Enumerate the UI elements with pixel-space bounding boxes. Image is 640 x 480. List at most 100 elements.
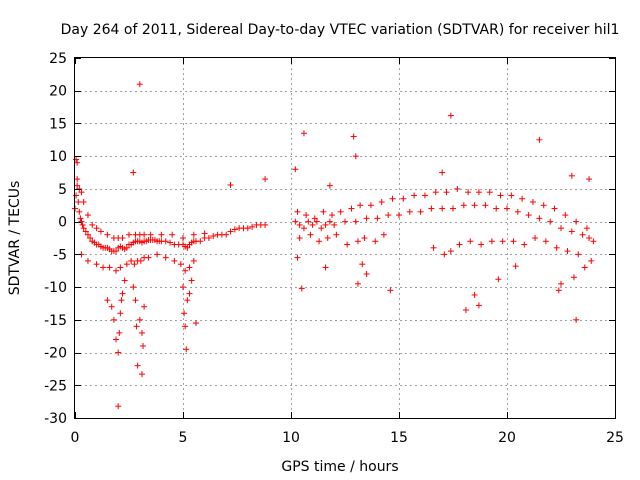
data-point bbox=[262, 176, 269, 183]
data-point bbox=[292, 166, 299, 173]
data-point bbox=[128, 257, 135, 264]
data-point bbox=[182, 267, 189, 274]
data-point bbox=[432, 189, 439, 196]
data-point bbox=[294, 208, 301, 215]
data-point bbox=[521, 241, 528, 248]
data-point bbox=[342, 218, 348, 225]
data-point bbox=[162, 238, 169, 245]
data-point bbox=[331, 221, 338, 228]
data-point bbox=[77, 215, 84, 222]
data-point bbox=[471, 291, 478, 298]
data-point bbox=[97, 228, 104, 235]
data-point bbox=[510, 238, 517, 245]
data-point bbox=[87, 235, 94, 241]
data-point bbox=[568, 172, 575, 179]
data-point bbox=[186, 264, 193, 271]
data-point bbox=[294, 254, 301, 261]
data-point bbox=[137, 257, 144, 264]
y-tick-labels: -30 -25 -20 -15 -10 -5 0 5 10 15 20 25 bbox=[44, 51, 67, 427]
data-point bbox=[133, 323, 140, 330]
y-tick-label: -10 bbox=[44, 280, 67, 296]
plot-frame bbox=[74, 57, 616, 419]
data-point bbox=[586, 235, 593, 241]
data-point bbox=[192, 320, 199, 327]
data-point bbox=[177, 261, 184, 268]
data-point bbox=[406, 208, 413, 215]
data-point bbox=[348, 205, 355, 212]
data-point bbox=[73, 156, 80, 163]
y-tick-label: 5 bbox=[58, 182, 67, 198]
data-point bbox=[573, 316, 580, 323]
data-point bbox=[508, 192, 515, 199]
data-point bbox=[447, 248, 454, 255]
data-point bbox=[536, 136, 543, 143]
data-point bbox=[547, 218, 554, 225]
data-point bbox=[76, 208, 83, 215]
y-tick-label: -5 bbox=[53, 247, 67, 263]
data-point bbox=[93, 261, 100, 268]
data-point bbox=[182, 323, 189, 330]
data-point bbox=[110, 316, 117, 323]
data-point bbox=[478, 241, 485, 248]
data-point bbox=[465, 189, 472, 196]
data-point bbox=[439, 169, 446, 176]
data-point bbox=[201, 230, 208, 237]
data-point bbox=[326, 218, 333, 225]
y-tick-label: 0 bbox=[58, 215, 67, 231]
data-point bbox=[333, 231, 340, 238]
data-point bbox=[467, 238, 474, 245]
data-point bbox=[400, 195, 407, 202]
data-point bbox=[113, 336, 120, 343]
data-point bbox=[396, 212, 402, 219]
data-point bbox=[568, 228, 575, 235]
data-point bbox=[82, 228, 89, 235]
data-points bbox=[72, 81, 597, 410]
data-point bbox=[504, 205, 510, 212]
data-point bbox=[296, 221, 303, 228]
data-point bbox=[119, 235, 126, 241]
data-point bbox=[210, 233, 217, 240]
data-point bbox=[586, 176, 593, 183]
x-axis-label: GPS time / hours bbox=[281, 459, 398, 475]
data-point bbox=[80, 225, 87, 232]
data-point bbox=[123, 244, 130, 251]
data-point bbox=[590, 238, 597, 245]
data-point bbox=[573, 218, 580, 225]
data-point bbox=[488, 238, 495, 245]
data-point bbox=[553, 244, 560, 251]
data-point bbox=[104, 297, 111, 304]
data-point bbox=[486, 189, 493, 196]
data-point bbox=[167, 239, 174, 246]
data-point bbox=[79, 221, 86, 228]
data-point bbox=[106, 264, 113, 271]
data-point bbox=[298, 285, 305, 292]
data-point bbox=[575, 251, 582, 258]
data-point bbox=[80, 199, 87, 205]
data-point bbox=[84, 257, 91, 264]
data-point bbox=[570, 274, 577, 281]
data-point bbox=[385, 212, 392, 219]
data-point bbox=[89, 221, 96, 228]
data-point bbox=[443, 189, 450, 196]
data-point bbox=[532, 235, 539, 241]
data-point bbox=[497, 192, 504, 199]
x-tick-label: 5 bbox=[179, 430, 188, 446]
data-point bbox=[186, 290, 193, 297]
data-point bbox=[132, 297, 139, 304]
data-point bbox=[471, 202, 478, 209]
data-point bbox=[350, 133, 357, 140]
data-point bbox=[154, 251, 161, 258]
data-point bbox=[162, 254, 169, 261]
x-tick-label: 0 bbox=[71, 430, 80, 446]
data-point bbox=[439, 205, 446, 212]
data-point bbox=[558, 280, 564, 287]
y-tick-label: 20 bbox=[49, 84, 67, 100]
data-point bbox=[421, 192, 428, 199]
data-point bbox=[430, 244, 437, 251]
data-point bbox=[499, 238, 506, 245]
data-point bbox=[119, 290, 126, 297]
data-point bbox=[313, 218, 320, 225]
data-point bbox=[482, 202, 489, 209]
data-point bbox=[540, 202, 547, 209]
